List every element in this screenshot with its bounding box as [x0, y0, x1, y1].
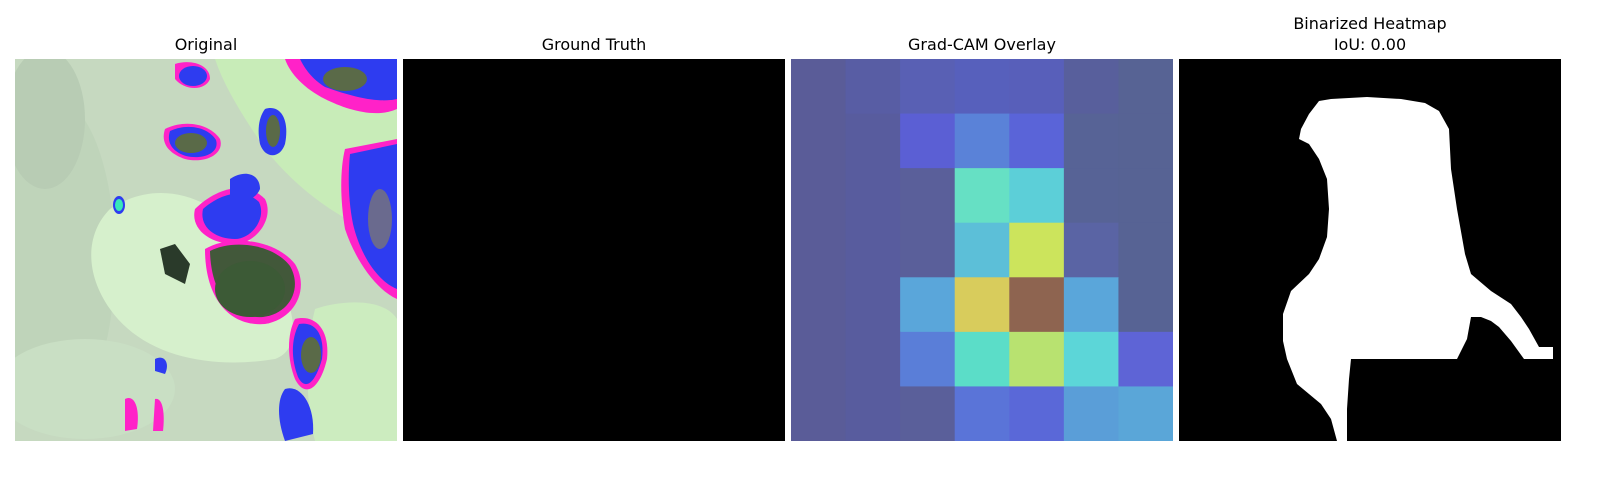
- gradcam-cell: [1064, 168, 1119, 223]
- gradcam-cell: [791, 386, 846, 441]
- panel-title: Original: [15, 35, 397, 55]
- gradcam-cell: [846, 386, 901, 441]
- gradcam-cell: [1118, 114, 1173, 169]
- gradcam-cell: [791, 223, 846, 278]
- gradcam-cell: [1009, 386, 1064, 441]
- gradcam-cell: [1064, 332, 1119, 387]
- gradcam-cell: [955, 114, 1010, 169]
- gradcam-cell: [900, 332, 955, 387]
- gradcam-cell: [1064, 223, 1119, 278]
- gradcam-cell: [1009, 332, 1064, 387]
- gradcam-cell: [955, 277, 1010, 332]
- gradcam-cell: [955, 168, 1010, 223]
- gradcam-cell: [846, 168, 901, 223]
- panel-title: Grad-CAM Overlay: [791, 35, 1173, 55]
- gradcam-cell: [791, 114, 846, 169]
- gradcam-cell: [1009, 223, 1064, 278]
- gradcam-cell: [1009, 168, 1064, 223]
- gradcam-cell: [1118, 386, 1173, 441]
- gradcam-cell: [791, 332, 846, 387]
- gradcam-cell: [1064, 386, 1119, 441]
- panel-original: Original: [15, 0, 397, 441]
- gradcam-cell: [900, 277, 955, 332]
- gradcam-cell: [1118, 223, 1173, 278]
- panel-gradcam-overlay: Grad-CAM Overlay: [791, 0, 1173, 441]
- panel-title: Ground Truth: [403, 35, 785, 55]
- gradcam-cell: [846, 332, 901, 387]
- gradcam-cell: [846, 59, 901, 114]
- gradcam-cell: [846, 277, 901, 332]
- gradcam-cell: [791, 168, 846, 223]
- panel-title: Binarized Heatmap: [1179, 14, 1561, 34]
- original-image: [15, 59, 397, 441]
- gradcam-cell: [955, 223, 1010, 278]
- gradcam-cell: [1118, 332, 1173, 387]
- gradcam-cell: [1064, 114, 1119, 169]
- gradcam-cell: [1009, 277, 1064, 332]
- gradcam-cell: [1118, 277, 1173, 332]
- gradcam-cell: [900, 114, 955, 169]
- gradcam-cell: [900, 223, 955, 278]
- gradcam-cell: [1064, 59, 1119, 114]
- gradcam-cell: [846, 223, 901, 278]
- gradcam-cell: [955, 386, 1010, 441]
- gradcam-cell: [900, 59, 955, 114]
- iou-label: IoU: 0.00: [1179, 35, 1561, 55]
- panel-ground-truth: Ground Truth: [403, 0, 785, 441]
- panel-binarized-heatmap: Binarized Heatmap IoU: 0.00: [1179, 0, 1561, 441]
- gradcam-cell: [955, 59, 1010, 114]
- gradcam-overlay-image: [791, 59, 1173, 441]
- gradcam-cell: [791, 59, 846, 114]
- gradcam-cell: [1009, 114, 1064, 169]
- gradcam-cell: [846, 114, 901, 169]
- gradcam-cell: [955, 332, 1010, 387]
- gradcam-cell: [791, 277, 846, 332]
- gradcam-cell: [1064, 277, 1119, 332]
- gradcam-cell: [1118, 59, 1173, 114]
- gradcam-cell: [900, 168, 955, 223]
- gradcam-cell: [1009, 59, 1064, 114]
- gradcam-cell: [1118, 168, 1173, 223]
- gradcam-cell: [900, 386, 955, 441]
- binarized-heatmap-image: [1179, 59, 1561, 441]
- ground-truth-mask: [403, 59, 785, 441]
